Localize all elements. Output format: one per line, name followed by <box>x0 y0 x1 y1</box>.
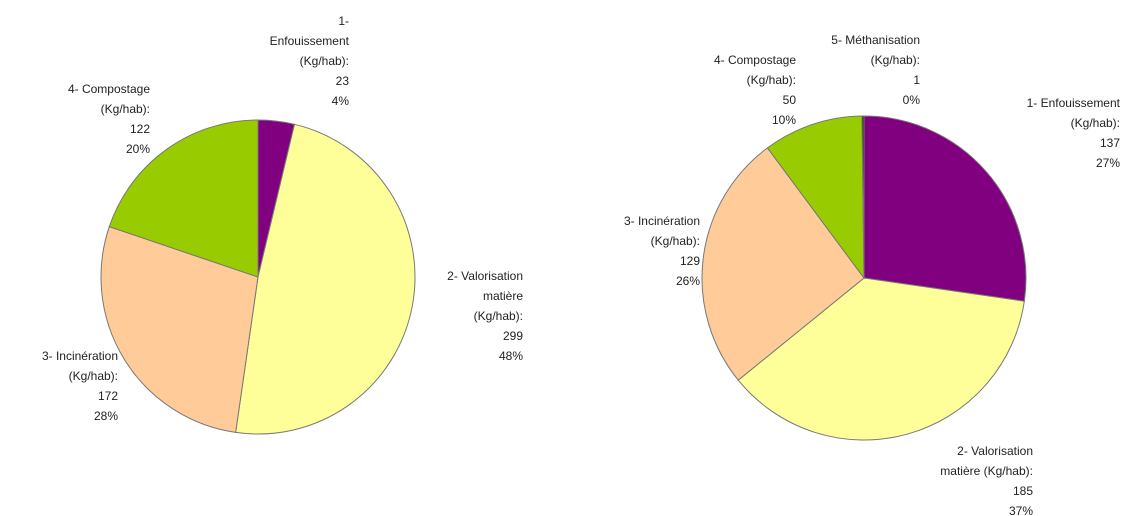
slice-value: 23 <box>336 74 350 88</box>
slice-percent: 20% <box>126 142 150 156</box>
slice-value: 50 <box>783 93 797 107</box>
slice-value: 129 <box>680 254 700 268</box>
slice-value: 172 <box>98 389 118 403</box>
slice-label: matière <box>483 289 523 303</box>
slice-percent: 27% <box>1096 156 1120 170</box>
slice-value: 1 <box>913 73 920 87</box>
pie-slice <box>108 119 259 278</box>
slice-label: (Kg/hab): <box>871 53 920 67</box>
pie-slice <box>861 115 865 279</box>
pie-slice <box>863 115 1027 302</box>
slice-label: 2- Valorisation <box>957 444 1033 458</box>
slice-percent: 4% <box>332 94 350 108</box>
slice-value: 137 <box>1100 136 1120 150</box>
slice-label: 5- Méthanisation <box>831 33 920 47</box>
slice-label: 4- Compostage <box>68 82 150 96</box>
slice-percent: 28% <box>94 409 118 423</box>
slice-label: 2- Valorisation <box>447 269 523 283</box>
slice-label: (Kg/hab): <box>474 309 523 323</box>
slice-label: 1- Enfouissement <box>1027 96 1121 110</box>
pie-slice <box>701 147 865 381</box>
slice-label: 3- Incinération <box>42 349 118 363</box>
slice-percent: 0% <box>903 93 921 107</box>
slice-label: (Kg/hab): <box>1071 116 1120 130</box>
slice-label: Enfouissement <box>270 34 350 48</box>
slice-value: 122 <box>130 122 150 136</box>
slice-percent: 26% <box>676 274 700 288</box>
pie-slice <box>235 123 416 435</box>
slice-label: 3- Incinération <box>624 214 700 228</box>
slice-label: 1- <box>338 14 349 28</box>
slice-label: (Kg/hab): <box>651 234 700 248</box>
pie-slice <box>766 115 865 280</box>
pie-slice <box>737 277 1025 441</box>
slice-percent: 37% <box>1009 504 1033 516</box>
slice-value: 185 <box>1013 484 1033 498</box>
slice-label: (Kg/hab): <box>101 102 150 116</box>
slice-label: (Kg/hab): <box>69 369 118 383</box>
slice-label: (Kg/hab): <box>747 73 796 87</box>
slice-label: 4- Compostage <box>714 53 796 67</box>
slice-label: matière (Kg/hab): <box>940 464 1033 478</box>
slice-percent: 48% <box>499 349 523 363</box>
slice-value: 299 <box>503 329 523 343</box>
slice-label: (Kg/hab): <box>300 54 349 68</box>
pie-slice <box>100 226 259 433</box>
slice-percent: 10% <box>772 113 796 127</box>
